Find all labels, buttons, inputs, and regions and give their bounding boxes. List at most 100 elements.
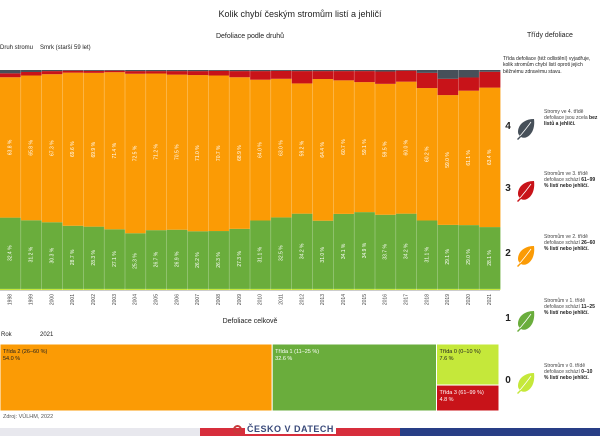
bar-segment	[104, 70, 126, 73]
bar-segment	[416, 70, 438, 73]
legend-num: 2	[505, 248, 511, 259]
bar-segment	[229, 71, 251, 78]
tick-label: 1999	[29, 294, 35, 305]
bar-segment	[145, 230, 168, 289]
bar-segment	[125, 73, 147, 234]
leaf-vein	[519, 248, 532, 264]
total-year: 2021	[40, 332, 54, 338]
tick-label: 2006	[174, 294, 180, 305]
data-label: 71.2 %	[154, 144, 160, 160]
data-label: 71.0 %	[195, 145, 201, 161]
tick-label: 2002	[91, 294, 97, 305]
tick-label: 2011	[279, 294, 285, 305]
treemap-value: 54.0 %	[3, 356, 20, 362]
bar-segment	[20, 220, 43, 289]
bar-segment	[166, 71, 188, 75]
data-label: 34.1 %	[341, 243, 347, 259]
bar-segment	[312, 71, 334, 80]
data-label: 63.4 %	[487, 149, 493, 165]
data-label: 61.1 %	[466, 150, 472, 166]
leaf-vein	[519, 375, 532, 391]
bar-segment	[458, 225, 480, 289]
data-label: 26.7 %	[154, 251, 160, 267]
bar-segment	[354, 82, 376, 213]
bar-segment	[41, 70, 63, 72]
bar-segment	[291, 71, 313, 84]
species-name: Smrk (starší 59 let)	[40, 45, 91, 51]
bar-segment	[20, 288, 43, 290]
bar-segment	[250, 220, 272, 289]
bar-segment	[145, 288, 168, 290]
data-label: 31.1 %	[424, 246, 430, 262]
bar-segment	[375, 288, 397, 290]
bar-segment	[125, 71, 147, 74]
legend-title: Třídy defoliace	[527, 32, 573, 39]
stripe-blue	[400, 428, 600, 436]
data-label: 31.2 %	[29, 246, 35, 262]
bar-segment	[0, 73, 22, 78]
bar-segment	[41, 222, 63, 289]
data-label: 32.5 %	[279, 245, 285, 261]
bar-segment	[62, 225, 84, 289]
tick-label: 1998	[8, 294, 14, 305]
bar-segment	[395, 288, 418, 290]
bar-segment	[270, 288, 293, 290]
treemap-name: Třída 1 (11–25 %)	[275, 349, 319, 355]
bar-segment	[62, 70, 84, 71]
treemap-cell	[435, 384, 500, 412]
data-label: 34.2 %	[299, 243, 305, 259]
bar-segment	[250, 71, 272, 80]
leaf-icon	[517, 181, 535, 202]
species-label: Druh stromu	[0, 45, 34, 51]
legend-num: 3	[505, 183, 511, 194]
data-label: 27.1 %	[112, 251, 118, 267]
legend-num: 0	[505, 375, 511, 386]
bar-segment	[354, 70, 376, 72]
legend-text: Stromům ve 2. třídě defoliace schází 26–…	[544, 234, 596, 253]
data-label: 28.3 %	[91, 249, 97, 265]
data-label: 63.0 %	[279, 140, 285, 156]
bar-segment	[104, 72, 126, 230]
bar-segment	[312, 288, 334, 290]
data-label: 31.1 %	[258, 246, 264, 262]
bar-segment	[312, 70, 334, 72]
bar-segment	[458, 288, 480, 290]
tick-label: 2014	[341, 294, 347, 305]
bar-segment	[333, 213, 355, 289]
data-label: 28.1 %	[487, 250, 493, 266]
bar-segment	[416, 72, 438, 89]
leaf-icon	[517, 119, 535, 140]
stacked-bars: 32.4 % 63.8 % 31.2 % 65.8 % 30.3 % 67.3 % 28.7…	[0, 70, 501, 290]
treemap-name: Třída 2 (26–60 %)	[3, 349, 47, 355]
bar-segment	[208, 75, 230, 232]
bar-segment	[125, 233, 147, 289]
bar-segment	[83, 226, 105, 289]
bar-segment	[270, 70, 293, 79]
data-label: 33.7 %	[383, 243, 389, 259]
bar-segment	[375, 214, 397, 289]
bar-segment	[83, 70, 105, 73]
data-label: 59.2 %	[299, 140, 305, 156]
tick-label: 2007	[195, 294, 201, 305]
bar-segment	[270, 217, 293, 289]
data-label: 60.2 %	[424, 146, 430, 162]
data-label: 25.3 %	[133, 253, 139, 269]
bar-segment	[354, 71, 376, 83]
data-label: 71.4 %	[112, 142, 118, 158]
data-label: 30.3 %	[49, 247, 55, 263]
legend-num: 4	[505, 121, 511, 132]
bar-segment	[458, 90, 480, 226]
bar-segment	[479, 71, 501, 88]
tick-label: 2020	[466, 294, 472, 305]
bar-segment	[479, 70, 501, 72]
treemap-value: 4.8 %	[439, 397, 453, 403]
bar-segment	[291, 83, 313, 214]
bar-segment	[83, 72, 105, 227]
data-label: 70.7 %	[216, 145, 222, 161]
bar-segment	[145, 71, 168, 74]
tick-label: 2000	[49, 294, 55, 305]
data-label: 34.9 %	[362, 242, 368, 258]
bar-segment	[437, 288, 459, 290]
bar-segment	[437, 95, 459, 225]
data-label: 68.9 %	[237, 145, 243, 161]
